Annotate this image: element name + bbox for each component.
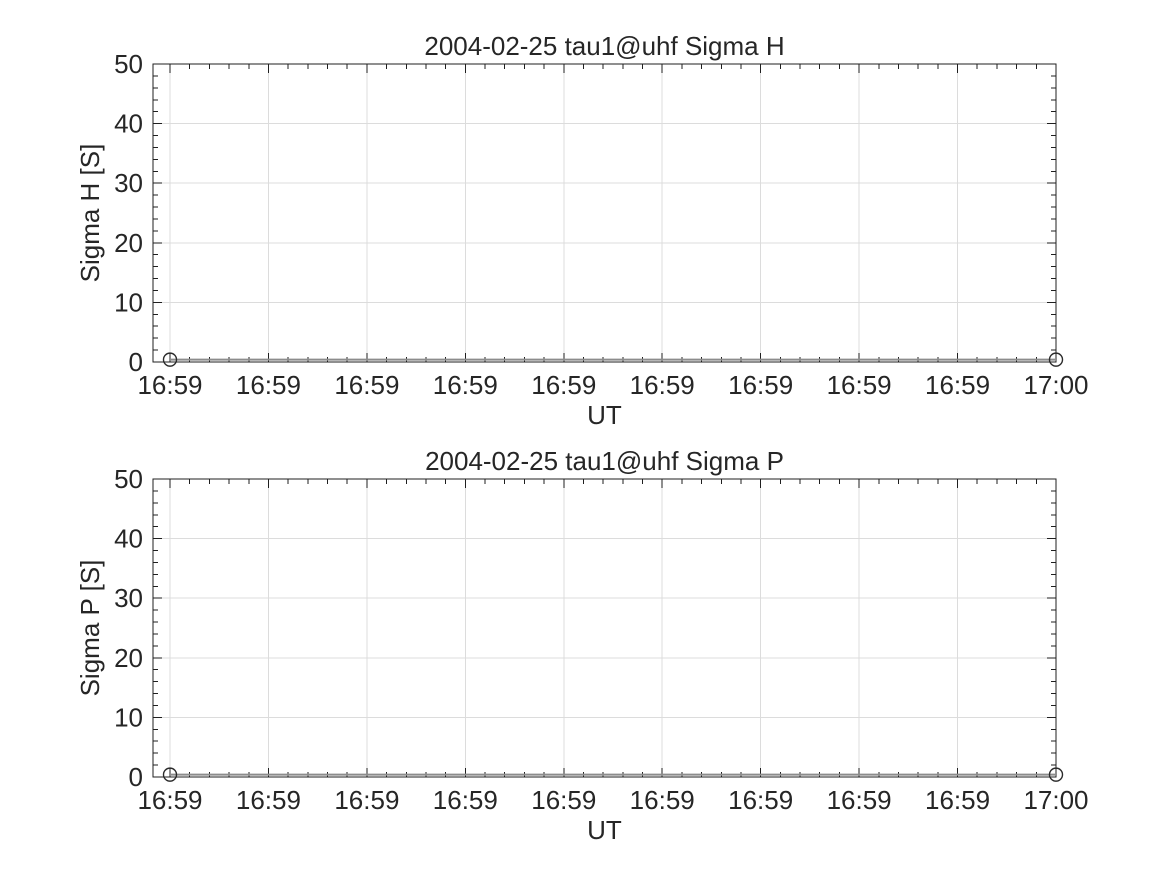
x-tick-label: 16:59: [728, 785, 793, 815]
y-axis-label: Sigma P [S]: [75, 560, 105, 697]
x-tick-label: 16:59: [236, 370, 301, 400]
axis-ticks: [153, 478, 1057, 778]
data-point-marker: [1048, 352, 1064, 367]
x-tick-label: 16:59: [827, 785, 892, 815]
grid: [153, 63, 1057, 363]
y-tick-label: 50: [114, 464, 143, 494]
x-tick-label: 16:59: [433, 785, 498, 815]
y-tick-label: 30: [114, 583, 143, 613]
x-tick-label: 16:59: [137, 785, 202, 815]
x-axis-label: UT: [587, 400, 622, 430]
x-tick-label: 16:59: [728, 370, 793, 400]
x-tick-label: 16:59: [630, 370, 695, 400]
axes-box: [152, 478, 1057, 778]
y-tick-label: 0: [129, 347, 143, 377]
x-tick-label: 17:00: [1023, 785, 1088, 815]
y-tick-label: 0: [129, 762, 143, 792]
x-tick-label: 16:59: [531, 370, 596, 400]
data-point-marker: [162, 352, 178, 367]
subplot-title: 2004-02-25 tau1@uhf Sigma H: [424, 31, 784, 61]
series-sigma-p: [162, 767, 1064, 782]
y-tick-label: 30: [114, 168, 143, 198]
data-point-marker: [162, 767, 178, 782]
x-tick-label: 16:59: [630, 785, 695, 815]
axis-ticks: [153, 63, 1057, 363]
y-tick-label: 10: [114, 287, 143, 317]
x-tick-label: 16:59: [137, 370, 202, 400]
y-tick-label: 50: [114, 49, 143, 79]
x-tick-label: 16:59: [925, 785, 990, 815]
x-tick-label: 16:59: [334, 785, 399, 815]
y-tick-label: 40: [114, 109, 143, 139]
axis-labels: 16:59 16:59 16:59 16:59 16:59 16:59 16:59 16:59…: [75, 446, 1089, 845]
data-point-marker: [1048, 767, 1064, 782]
x-tick-label: 17:00: [1023, 370, 1088, 400]
x-tick-label: 16:59: [827, 370, 892, 400]
x-tick-label: 16:59: [334, 370, 399, 400]
y-tick-label: 20: [114, 643, 143, 673]
y-axis-label: Sigma H [S]: [75, 144, 105, 283]
x-tick-label: 16:59: [925, 370, 990, 400]
y-tick-label: 40: [114, 524, 143, 554]
grid: [153, 478, 1057, 778]
axes-box: [152, 63, 1057, 363]
axis-labels: 16:59 16:59 16:59 16:59 16:59 16:59 16:59 16:59…: [75, 31, 1089, 430]
x-tick-label: 16:59: [236, 785, 301, 815]
x-tick-label: 16:59: [531, 785, 596, 815]
y-tick-label: 20: [114, 228, 143, 258]
y-tick-label: 10: [114, 702, 143, 732]
subplot-title: 2004-02-25 tau1@uhf Sigma P: [425, 446, 784, 476]
x-tick-label: 16:59: [433, 370, 498, 400]
subplot-sigma-p-s: 16:59 16:59 16:59 16:59 16:59 16:59 16:59 16:59…: [75, 446, 1089, 845]
subplot-sigma-h-s: 16:59 16:59 16:59 16:59 16:59 16:59 16:59 16:59…: [75, 31, 1089, 430]
series-sigma-h: [162, 352, 1064, 367]
x-axis-label: UT: [587, 815, 622, 845]
